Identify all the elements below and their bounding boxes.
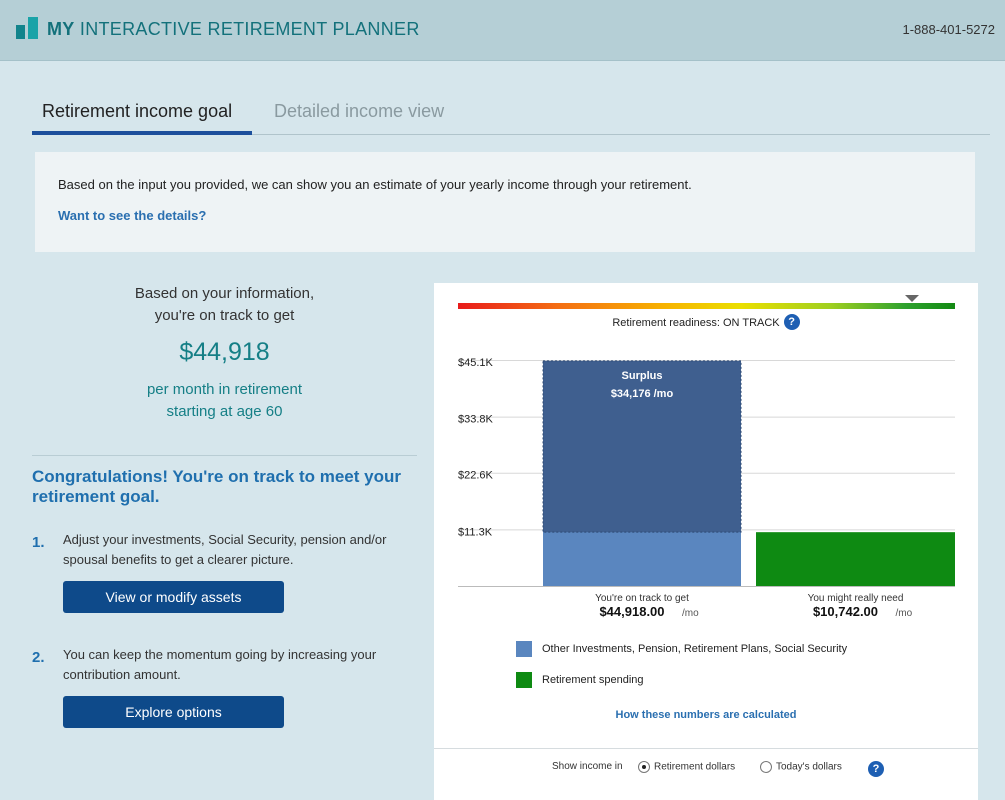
- bar-value-label: $44,918.00: [599, 604, 664, 619]
- legend-swatch-spending: [516, 672, 532, 688]
- legend-item-spending: Retirement spending: [516, 672, 644, 688]
- see-details-link[interactable]: Want to see the details?: [58, 208, 207, 223]
- tab-retirement-income-goal[interactable]: Retirement income goal: [32, 98, 252, 135]
- radio-retirement-dollars[interactable]: Retirement dollars: [638, 761, 735, 773]
- radio-todays-dollars[interactable]: Today's dollars: [760, 761, 842, 773]
- app-title: MY INTERACTIVE RETIREMENT PLANNER: [47, 19, 420, 39]
- step-2-number: 2.: [32, 649, 45, 666]
- income-help-icon[interactable]: ?: [868, 761, 884, 777]
- app-header: MY INTERACTIVE RETIREMENT PLANNER 1-888-…: [0, 0, 1005, 61]
- bar-unit-label: /mo: [896, 608, 913, 619]
- surplus-label: Surplus: [622, 370, 663, 382]
- readiness-gradient-bar: [458, 303, 955, 309]
- income-summary: Based on your information, you're on tra…: [32, 283, 417, 423]
- step-1-number: 1.: [32, 534, 45, 551]
- monthly-amount: $44,918: [179, 338, 270, 366]
- readiness-label: Retirement readiness: ON TRACK?: [434, 314, 978, 330]
- view-modify-assets-button[interactable]: View or modify assets: [63, 581, 284, 613]
- y-tick-label: $33.8K: [458, 414, 494, 426]
- explore-options-button[interactable]: Explore options: [63, 696, 284, 728]
- congrats-heading: Congratulations! You're on track to meet…: [32, 467, 401, 506]
- tab-detailed-income-view[interactable]: Detailed income view: [274, 101, 445, 121]
- step-1-text: Adjust your investments, Social Security…: [63, 532, 387, 567]
- readiness-marker-icon: [905, 295, 919, 302]
- bar-surplus: [542, 360, 742, 533]
- summary-line-1: Based on your information,: [134, 285, 315, 302]
- legend-item-investments: Other Investments, Pension, Retirement P…: [516, 641, 847, 657]
- phone-number[interactable]: 1-888-401-5272: [902, 22, 995, 37]
- tab-bar: Retirement income goal Detailed income v…: [32, 98, 990, 135]
- chart-panel: Retirement readiness: ON TRACK? $45.1K $3…: [434, 283, 978, 800]
- radio-button[interactable]: [638, 761, 650, 773]
- x-category-label: You might really need: [808, 593, 904, 604]
- readiness-text: Retirement readiness: ON TRACK: [612, 316, 780, 329]
- y-tick-label: $45.1K: [458, 357, 494, 369]
- info-text: Based on the input you provided, we can …: [58, 177, 692, 192]
- readiness-help-icon[interactable]: ?: [783, 314, 800, 330]
- bar-value-label: $10,742.00: [813, 604, 878, 619]
- x-category-label: You're on track to get: [595, 593, 689, 604]
- radio-button[interactable]: [760, 761, 772, 773]
- calculation-link[interactable]: How these numbers are calculated: [615, 709, 797, 721]
- panel-divider: [434, 748, 978, 749]
- info-box: Based on the input you provided, we can …: [35, 152, 975, 252]
- surplus-value: $34,176 /mo: [611, 388, 674, 400]
- legend-swatch-investments: [516, 641, 532, 657]
- y-tick-label: $22.6K: [458, 470, 494, 482]
- bar-unit-label: /mo: [682, 608, 699, 619]
- income-bar-chart: $45.1K $33.8K $22.6K $11.3K You're on track …: [458, 357, 955, 619]
- y-tick-label: $11.3K: [458, 526, 493, 538]
- summary-sub-2: starting at age 60: [166, 403, 283, 420]
- step-2-text: You can keep the momentum going by incre…: [63, 647, 377, 682]
- bar-needed: [756, 532, 955, 586]
- divider: [32, 455, 417, 456]
- logo-icon: [16, 17, 38, 39]
- show-income-label: Show income in: [552, 761, 623, 772]
- summary-line-2: you're on track to get: [154, 307, 295, 324]
- summary-sub-1: per month in retirement: [146, 381, 303, 398]
